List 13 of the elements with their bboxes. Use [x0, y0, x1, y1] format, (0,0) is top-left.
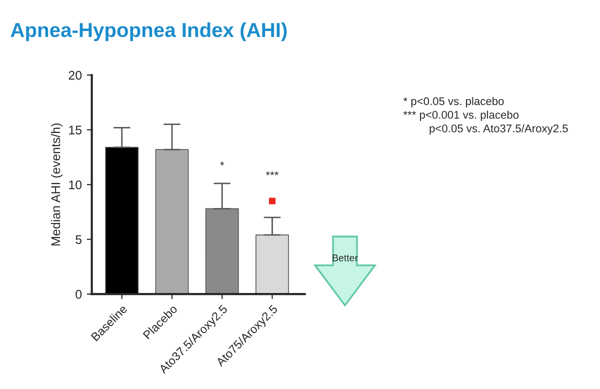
y-axis-title: Median AHI (events/h) — [50, 124, 63, 246]
text: *** p<0.001 vs. placebo — [403, 110, 519, 121]
text: Better — [332, 254, 358, 262]
text: * p<0.05 vs. placebo — [403, 96, 504, 108]
chart-title: Apnea-Hypopnea Index (AHI) — [10, 22, 287, 42]
y-tick-label: 20 — [68, 70, 82, 80]
y-tick-label: 15 — [69, 126, 82, 134]
y-tick-label: 0 — [76, 290, 82, 299]
y-tick-label: 10 — [69, 180, 82, 190]
text: p<0.05 vs. Ato37.5/Aroxy2.5 — [430, 124, 568, 135]
y-tick-label: 5 — [76, 235, 82, 244]
annotation: *** — [266, 171, 279, 176]
annotation: * — [220, 161, 224, 166]
